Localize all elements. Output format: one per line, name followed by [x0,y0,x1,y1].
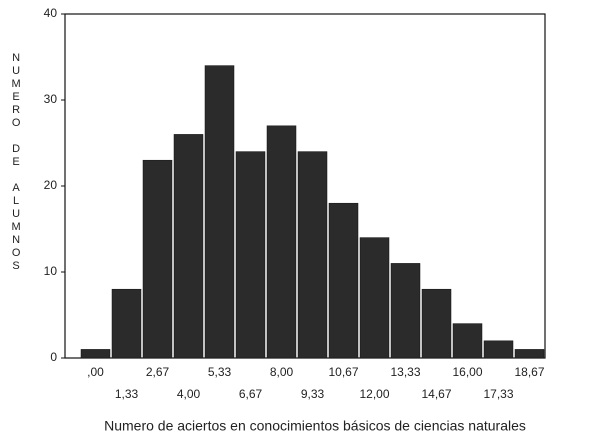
x-tick-label: 10,67 [328,365,358,379]
x-tick-label: 9,33 [301,387,325,401]
y-axis-label: NUMERO DE ALUMNOS [10,52,22,273]
y-tick-label: 10 [44,264,58,278]
bar [390,263,421,359]
bar [514,349,545,359]
x-tick-label: 14,67 [421,387,451,401]
y-tick-label: 30 [44,92,58,106]
y-tick-label: 40 [44,6,58,20]
bar [328,202,359,359]
x-tick-label: ,00 [87,365,104,379]
bar [483,340,514,359]
bar [297,151,328,359]
x-tick-label: 6,67 [239,387,263,401]
bar [204,65,235,359]
x-tick-label: 2,67 [146,365,170,379]
y-tick-label: 0 [50,350,57,364]
x-tick-label: 16,00 [452,365,482,379]
x-tick-label: 4,00 [177,387,201,401]
bar [80,349,111,359]
x-axis-label: Numero de aciertos en conocimientos bási… [104,418,526,434]
x-tick-label: 17,33 [483,387,513,401]
bar [235,151,266,359]
x-tick-label: 8,00 [270,365,294,379]
x-tick-label: 5,33 [208,365,232,379]
bar [173,134,204,359]
bar [142,159,173,359]
x-tick-label: 12,00 [359,387,389,401]
bar [359,237,390,359]
y-tick-label: 20 [44,178,58,192]
bar [111,288,142,359]
x-tick-label: 18,67 [514,365,544,379]
bar [266,125,297,359]
x-tick-label: 13,33 [390,365,420,379]
x-tick-label: 1,33 [115,387,139,401]
bar [452,323,483,359]
bar [421,288,452,359]
